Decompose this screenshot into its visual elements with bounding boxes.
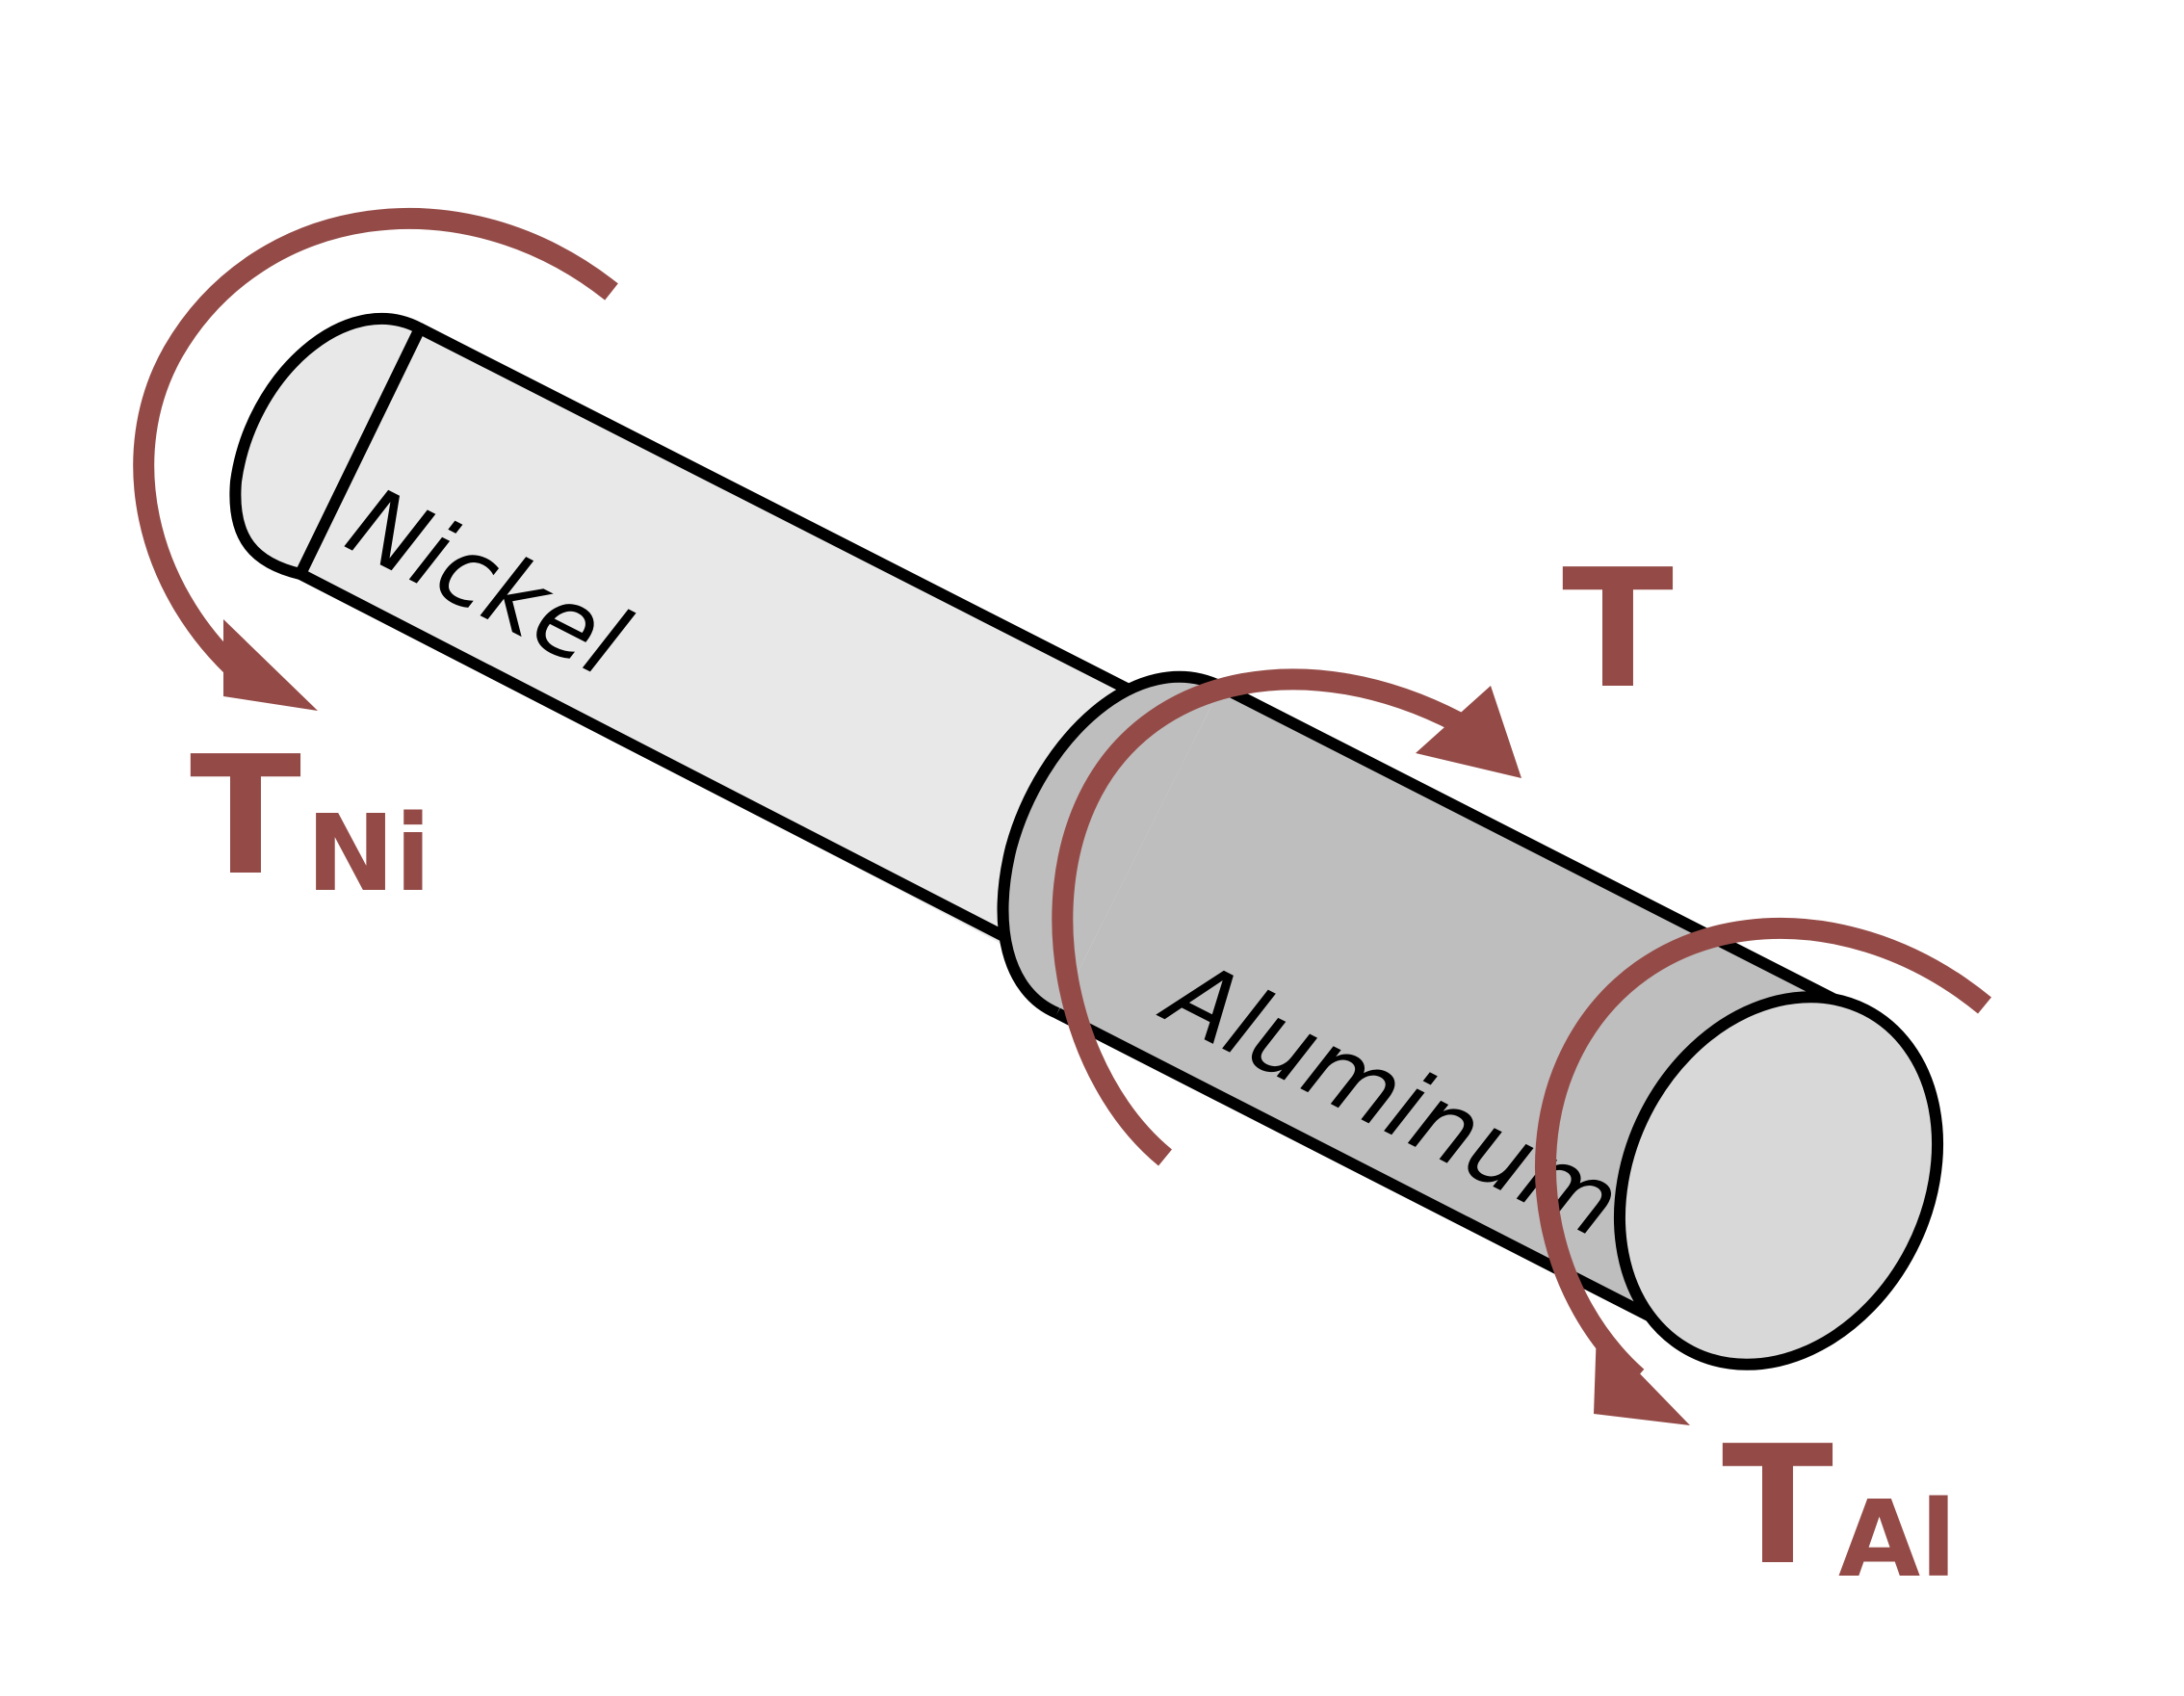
torque-aluminum-end [1535,917,1991,1425]
torque-aluminum-symbol: T [1722,1411,1833,1602]
aluminum-shaft-bottom-edge [1054,1007,1703,1347]
aluminum-shaft [997,670,1944,1370]
torque-applied [1052,668,1521,1166]
torque-aluminum-subscript: Al [1838,1477,1957,1601]
torque-aluminum-arrowhead [1594,1329,1690,1425]
torque-applied-arc [1052,668,1464,1166]
torque-applied-symbol: T [1562,535,1674,725]
torque-applied-arrowhead [1416,686,1521,778]
torque-nickel-arrowhead [223,619,318,711]
nickel-shaft [229,312,1221,978]
nickel-shaft-top-edge [417,323,1139,699]
torque-applied-label: T [1562,535,1674,725]
torque-aluminum-label: TAl [1722,1411,1957,1602]
torque-nickel-symbol: T [190,721,301,912]
torque-nickel-label: TNi [190,721,431,915]
torque-nickel-arc [133,208,618,683]
nickel-shaft-body [300,328,1221,978]
aluminum-shaft-top-edge [1218,681,1864,1019]
torque-nickel-end [133,208,618,711]
nickel-shaft-bottom-edge [298,568,1014,946]
aluminum-end-cap [1613,991,1944,1370]
nickel-end-cap [229,312,426,580]
torque-nickel-subscript: Ni [306,792,431,915]
torque-aluminum-arc [1535,917,1991,1386]
